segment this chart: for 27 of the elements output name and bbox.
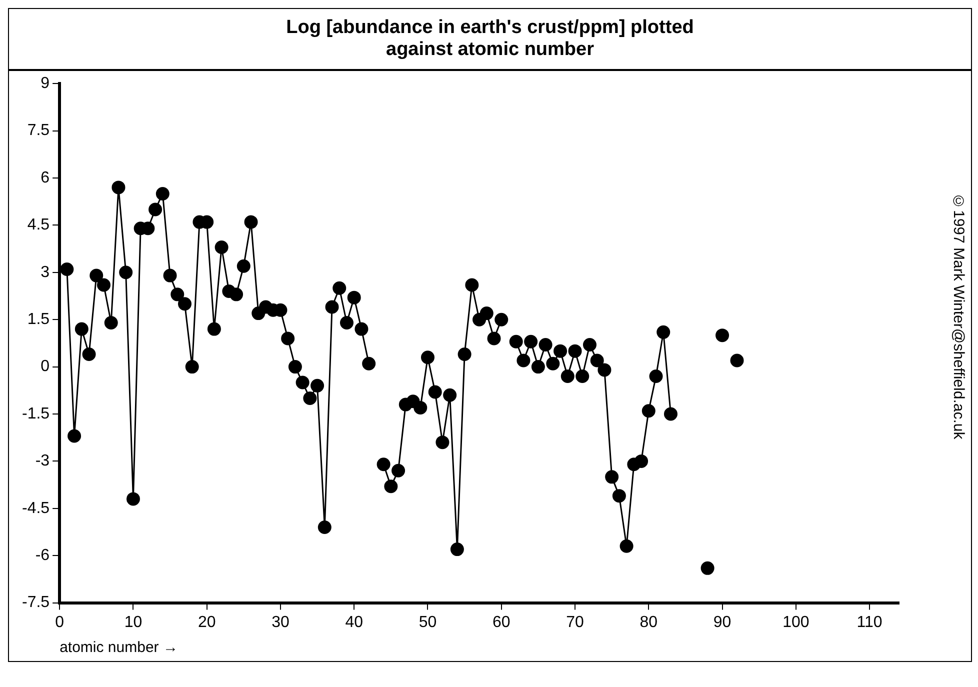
x-tick-label: 40	[345, 614, 364, 631]
x-tick-label: 90	[713, 614, 732, 631]
x-tick-label: 0	[55, 614, 64, 631]
x-axis-title: atomic number →	[60, 639, 178, 656]
x-tick-label: 20	[198, 614, 216, 631]
x-tick-label: 10	[124, 614, 142, 631]
x-tick-label: 70	[566, 614, 584, 631]
y-tick-label: -4.5	[22, 500, 50, 517]
x-tick-label: 110	[856, 614, 882, 631]
y-tick-label: 1.5	[27, 311, 50, 328]
x-tick-label: 50	[418, 614, 437, 631]
y-tick-label: -1.5	[22, 405, 50, 422]
y-tick-label: -3	[35, 452, 50, 470]
y-tick-label: -7.5	[22, 594, 50, 612]
x-tick-label: 100	[782, 614, 810, 631]
y-tick-label: 4.5	[27, 216, 50, 234]
y-tick-label: 6	[40, 169, 50, 186]
chart-title: Log [abundance in earth's crust/ppm] plotted against atomic number	[285, 17, 695, 61]
y-tick-label: 7.5	[27, 122, 50, 140]
text: ©1997 Mark Winter@sheffield.ac.uk	[950, 192, 967, 442]
x-tick-label: 30	[272, 614, 290, 631]
y-tick-label: 9	[40, 75, 50, 92]
x-tick-label: 60	[492, 614, 510, 631]
y-tick-label: -6	[35, 547, 50, 564]
y-tick-label: 3	[40, 264, 50, 281]
y-tick-label: 0	[40, 358, 50, 376]
x-tick-label: 80	[640, 614, 658, 631]
